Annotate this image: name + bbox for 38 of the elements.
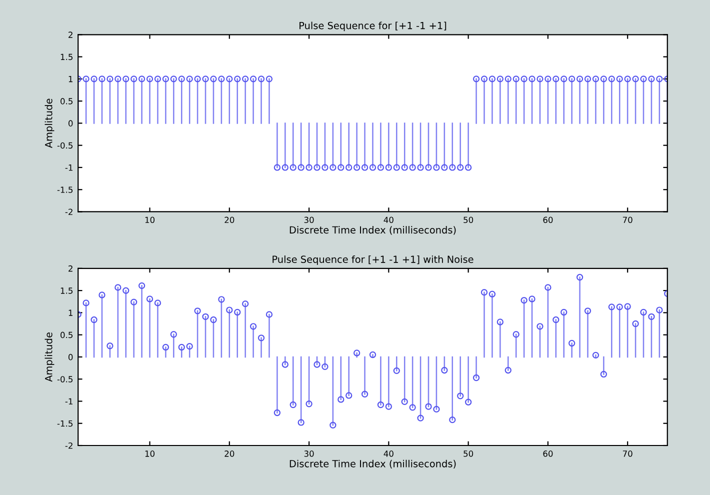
y-tick-label: 1.5 [60, 288, 73, 294]
x-tick-label: 70 [622, 450, 632, 457]
x-tick-label: 20 [224, 450, 234, 457]
x-tick-label: 60 [543, 450, 553, 457]
y-tick-label: 2 [68, 32, 72, 38]
y-tick-label: -2 [65, 208, 72, 215]
y-tick-label: -0.5 [57, 376, 73, 382]
y-tick-label: 1 [68, 76, 72, 82]
y-axis-title: Amplitude [44, 98, 54, 148]
chart-title: Pulse Sequence for [+1 -1 +1] [300, 22, 446, 32]
x-tick-label: 20 [224, 216, 234, 224]
y-tick-label: -1 [65, 398, 72, 404]
y-tick-label: 1 [68, 310, 72, 316]
y-tick-label: 1.5 [60, 54, 73, 60]
x-axis-title: Discrete Time Index (milliseconds) [290, 460, 456, 468]
x-tick-label: 10 [145, 216, 155, 224]
y-tick-label: -0.5 [57, 142, 73, 149]
x-tick-label: 40 [384, 216, 394, 224]
x-tick-label: 30 [304, 216, 314, 224]
y-tick-label: 0 [68, 354, 73, 360]
x-axis-title: Discrete Time Index (milliseconds) [290, 226, 456, 235]
x-tick-label: 50 [464, 450, 474, 457]
x-tick-label: 40 [384, 450, 394, 457]
y-tick-label: 0 [68, 120, 73, 126]
y-tick-label: -2 [65, 442, 72, 449]
y-tick-label: -1.5 [57, 420, 73, 427]
x-tick-label: 60 [543, 216, 553, 224]
y-tick-label: -1 [65, 164, 72, 171]
chart-title: Pulse Sequence for [+1 -1 +1] with Noise [272, 255, 474, 265]
y-tick-label: 2 [68, 265, 72, 272]
x-tick-label: 50 [464, 216, 474, 224]
y-tick-label: 0.5 [60, 332, 73, 338]
x-tick-label: 10 [145, 450, 155, 457]
x-tick-label: 30 [304, 450, 314, 457]
y-tick-label: 0.5 [60, 98, 73, 104]
x-tick-label: 70 [622, 216, 632, 224]
y-axis-title: Amplitude [44, 332, 54, 382]
y-tick-label: -1.5 [57, 186, 73, 193]
